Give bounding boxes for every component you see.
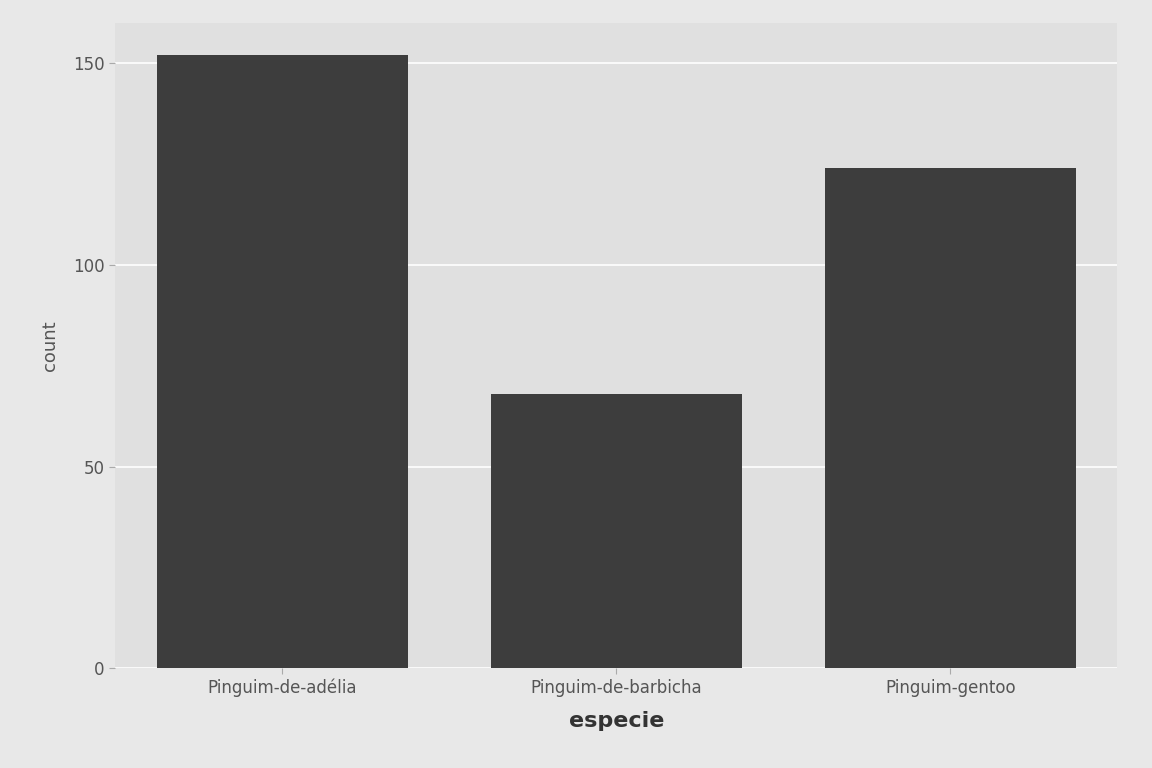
X-axis label: especie: especie	[569, 711, 664, 731]
Bar	[491, 394, 742, 668]
Y-axis label: count: count	[41, 320, 59, 371]
Bar	[825, 168, 1076, 668]
Bar	[157, 55, 408, 668]
